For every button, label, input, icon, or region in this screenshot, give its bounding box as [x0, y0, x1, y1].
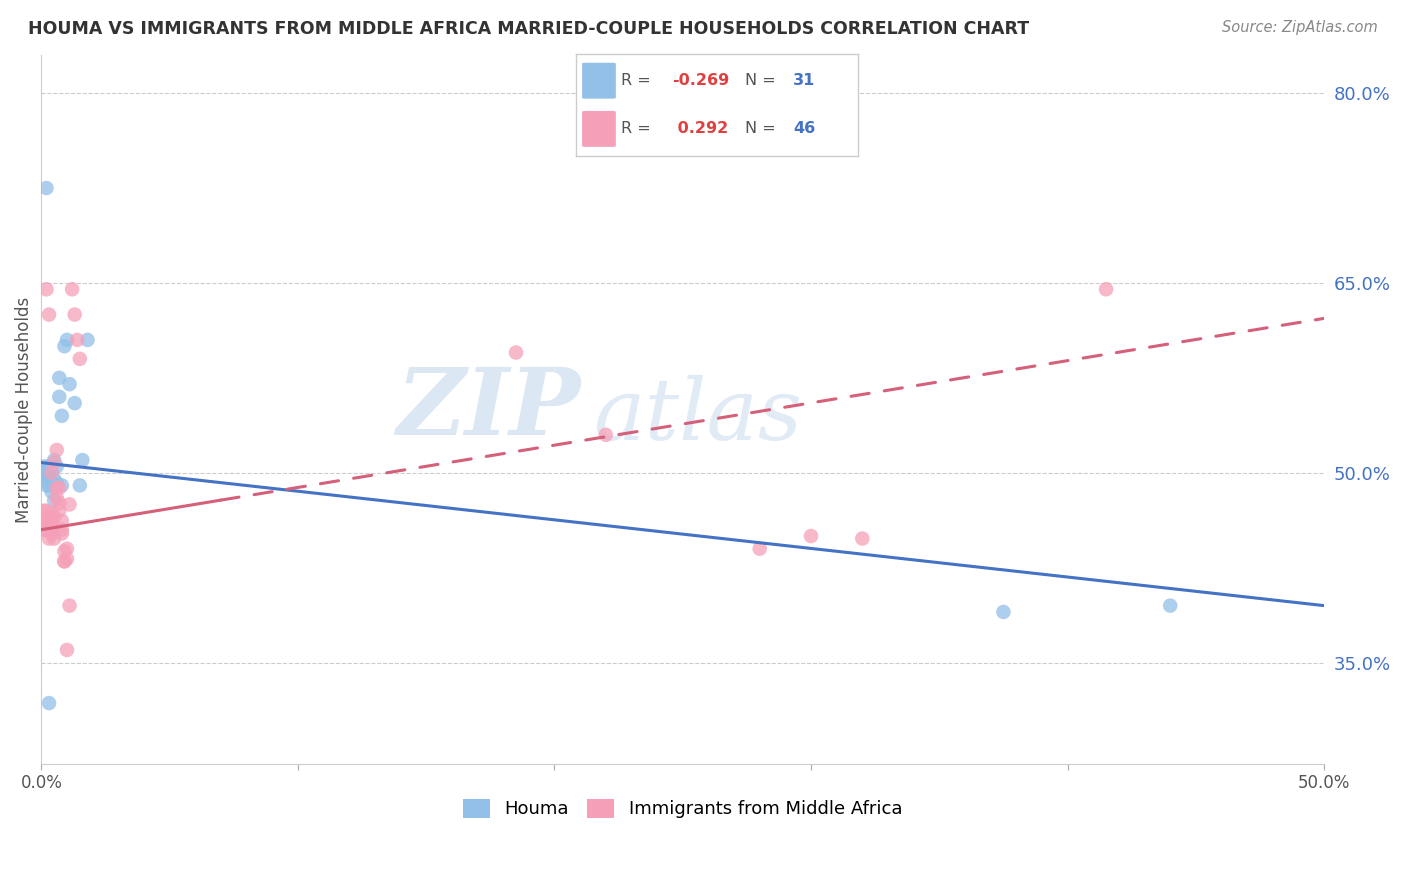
Text: R =: R =: [621, 72, 657, 87]
Point: [51, 523, 73, 537]
Point: [38, 468, 60, 483]
Point: [38, 510, 60, 524]
Point: [56, 541, 79, 556]
Text: 46: 46: [793, 121, 815, 136]
Point: [69, 478, 91, 492]
Point: [45, 442, 67, 457]
Point: [45, 481, 67, 495]
Point: [44, 510, 66, 524]
Point: [56, 643, 79, 657]
Text: Source: ZipAtlas.com: Source: ZipAtlas.com: [1222, 20, 1378, 35]
Point: [44, 493, 66, 508]
Point: [48, 504, 70, 518]
Point: [44, 521, 66, 535]
Point: [48, 390, 70, 404]
Point: [38, 519, 60, 533]
Point: [32, 459, 55, 474]
Point: [53, 544, 76, 558]
Point: [48, 496, 70, 510]
Point: [58, 377, 80, 392]
Point: [35, 523, 58, 537]
Point: [32, 466, 55, 480]
Point: [56, 551, 79, 566]
Point: [44, 472, 66, 486]
Point: [53, 554, 76, 568]
Point: [45, 491, 67, 505]
Legend: Houma, Immigrants from Middle Africa: Houma, Immigrants from Middle Africa: [456, 792, 910, 826]
Text: HOUMA VS IMMIGRANTS FROM MIDDLE AFRICA MARRIED-COUPLE HOUSEHOLDS CORRELATION CHA: HOUMA VS IMMIGRANTS FROM MIDDLE AFRICA M…: [28, 20, 1029, 37]
Text: ZIP: ZIP: [396, 365, 581, 455]
Point: [505, 345, 527, 359]
Text: 31: 31: [793, 72, 815, 87]
Point: [38, 532, 60, 546]
Point: [41, 466, 63, 480]
Point: [35, 282, 58, 296]
Point: [44, 532, 66, 546]
Point: [51, 526, 73, 541]
Point: [38, 308, 60, 322]
Point: [41, 506, 63, 520]
Point: [32, 504, 55, 518]
Point: [800, 529, 823, 543]
Point: [44, 456, 66, 470]
Text: R =: R =: [621, 121, 657, 136]
Point: [66, 333, 89, 347]
Text: atlas: atlas: [593, 376, 801, 458]
Point: [45, 475, 67, 490]
Point: [58, 599, 80, 613]
Point: [41, 466, 63, 480]
Point: [51, 409, 73, 423]
Point: [38, 478, 60, 492]
Text: N =: N =: [745, 121, 782, 136]
Point: [1095, 282, 1118, 296]
Text: N =: N =: [745, 72, 782, 87]
Point: [32, 523, 55, 537]
FancyBboxPatch shape: [582, 62, 616, 99]
Point: [41, 475, 63, 490]
Point: [63, 308, 86, 322]
Point: [56, 333, 79, 347]
Point: [35, 514, 58, 528]
Point: [45, 459, 67, 474]
Point: [72, 453, 94, 467]
Point: [58, 497, 80, 511]
Point: [48, 371, 70, 385]
Point: [38, 696, 60, 710]
Point: [851, 532, 873, 546]
Text: -0.269: -0.269: [672, 72, 730, 87]
Point: [595, 427, 617, 442]
FancyBboxPatch shape: [582, 111, 616, 147]
Y-axis label: Married-couple Households: Married-couple Households: [15, 296, 32, 523]
Text: 0.292: 0.292: [672, 121, 728, 136]
Point: [51, 478, 73, 492]
Point: [53, 339, 76, 353]
Point: [38, 459, 60, 474]
Point: [748, 541, 770, 556]
Point: [32, 516, 55, 531]
Point: [41, 484, 63, 499]
Point: [35, 181, 58, 195]
Point: [63, 396, 86, 410]
Point: [48, 481, 70, 495]
Point: [60, 282, 83, 296]
Point: [35, 504, 58, 518]
Point: [41, 526, 63, 541]
Point: [35, 466, 58, 480]
Point: [41, 516, 63, 531]
Point: [53, 554, 76, 568]
Point: [69, 351, 91, 366]
Point: [44, 453, 66, 467]
Point: [1159, 599, 1181, 613]
Point: [51, 514, 73, 528]
Point: [993, 605, 1015, 619]
Point: [35, 478, 58, 492]
Point: [35, 472, 58, 486]
Point: [76, 333, 98, 347]
